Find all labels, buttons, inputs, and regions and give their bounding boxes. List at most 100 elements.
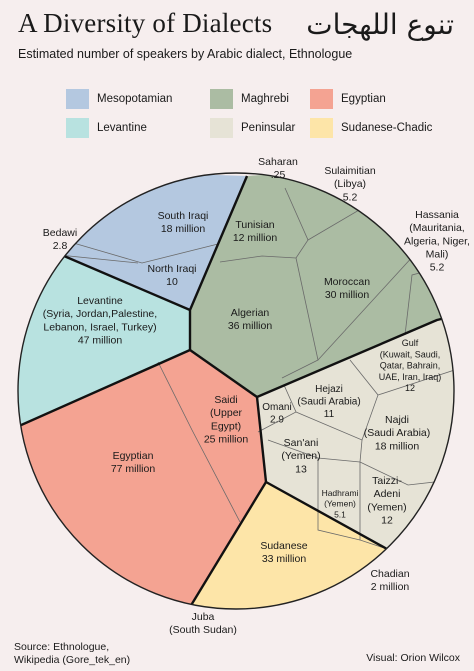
label-line: (Yemen) (281, 450, 320, 462)
label-line: Najdi (385, 414, 409, 426)
label-line: 5.2 (343, 191, 358, 203)
label-algerian: Algerian 36 million (228, 307, 273, 332)
label-line: 33 million (262, 553, 307, 565)
label-line: 2.8 (53, 240, 68, 252)
legend-swatch (210, 89, 233, 109)
border-saidi (157, 361, 241, 523)
label-line: Algerian (231, 307, 270, 319)
label-line: 30 million (325, 289, 370, 301)
border-taizzi (359, 462, 388, 550)
border-maghreb-peninsular (256, 310, 454, 399)
legend-label: Egyptian (341, 93, 386, 105)
label-hadhrami: Hadhrami (Yemen) 5.1 (322, 488, 359, 519)
border-hejazi-2 (377, 364, 454, 396)
label-line: UAE, Iran, Iraq) (379, 372, 442, 382)
label-line: Sudanese (260, 540, 307, 552)
label-line: Chadian (370, 568, 409, 580)
label-line: (Saudi Arabia) (297, 397, 360, 408)
label-egyptian: Egyptian 77 million (111, 450, 156, 475)
label-line: (Saudi Arabia) (364, 427, 431, 439)
label-line: 18 million (161, 223, 206, 235)
label-line: 10 (166, 276, 178, 288)
label-line: (Yemen) (324, 499, 356, 509)
label-hejazi: Hejazi (Saudi Arabia) 11 (297, 384, 360, 420)
region-levantine (18, 250, 190, 430)
label-line: (Syria, Jordan,Palestine, (43, 308, 157, 320)
label-line: 2.9 (270, 415, 284, 426)
label-line: 13 (295, 463, 307, 475)
border-hadhrami (317, 458, 361, 541)
legend-item-peninsular: Peninsular (210, 118, 295, 138)
label-line: 47 million (78, 334, 123, 346)
label-line: 11 (324, 409, 335, 420)
border-hejazi (295, 359, 379, 441)
label-line: Qatar, Bahrain, (380, 361, 441, 371)
label-gulf: Gulf (Kuwait, Saudi, Qatar, Bahrain, UAE, I… (379, 338, 442, 393)
credit-note: Visual: Orion Wilcox (366, 652, 460, 664)
label-line: (Kuwait, Saudi, (380, 349, 441, 359)
source-line-1: Source: Ethnologue, (14, 641, 110, 653)
legend-swatch (310, 89, 333, 109)
label-line: Adeni (374, 488, 401, 500)
border-levant-egypt (18, 348, 191, 432)
label-line: Omani (262, 402, 291, 413)
label-line: .25 (271, 169, 286, 181)
legend-label: Mesopotamian (97, 93, 173, 105)
label-line: Hassania (415, 209, 459, 221)
label-line: Juba (192, 611, 215, 623)
label-hassania: Hassania (Mauritania, Algeria, Niger, Mali)… (404, 209, 470, 274)
border-chadian (386, 548, 441, 561)
label-line: (Yemen) (367, 501, 406, 513)
legend-swatch (66, 89, 89, 109)
label-line: Saidi (214, 394, 237, 406)
label-line: 36 million (228, 320, 273, 332)
label-line: 18 million (375, 440, 420, 452)
label-chadian: Chadian 2 million (370, 568, 409, 593)
page-title: A Diversity of Dialects (18, 8, 273, 38)
label-line: 2 million (371, 581, 410, 593)
label-north-iraqi: North Iraqi 10 (147, 263, 196, 288)
legend-item-maghrebi: Maghrebi (210, 89, 289, 109)
label-line: 5.1 (334, 509, 346, 519)
page-subtitle: Estimated number of speakers by Arabic d… (18, 47, 353, 61)
label-line: Tunisian (235, 219, 274, 231)
legend-label: Maghrebi (241, 93, 289, 105)
chart-outline (17, 172, 455, 610)
legend-item-egyptian: Egyptian (310, 89, 386, 109)
label-line: Lebanon, Israel, Turkey) (43, 321, 156, 333)
label-line: (South Sudan) (169, 624, 237, 636)
label-omani: Omani 2.9 (262, 402, 291, 426)
label-line: Algeria, Niger, (404, 235, 470, 247)
label-line: 12 million (233, 232, 278, 244)
legend-item-sudanese-chadic: Sudanese-Chadic (310, 118, 432, 138)
label-bedawi: Bedawi 2.8 (43, 227, 77, 252)
label-juba: Juba (South Sudan) (169, 611, 237, 636)
label-line: Mali) (426, 248, 449, 260)
label-line: South Iraqi (158, 210, 209, 222)
source-line-2: Wikipedia (Gore_tek_en) (14, 654, 131, 666)
label-line: 25 million (204, 433, 249, 445)
legend-swatch (210, 118, 233, 138)
label-line: San'ani (284, 437, 319, 449)
label-line: Taizzi- (372, 475, 402, 487)
label-line: Moroccan (324, 276, 370, 288)
label-line: 12 (405, 383, 415, 393)
label-line: (Mauritania, (409, 222, 464, 234)
legend-swatch (310, 118, 333, 138)
label-south-iraqi: South Iraqi 18 million (158, 210, 209, 235)
source-note: Source: Ethnologue, Wikipedia (Gore_tek_… (14, 641, 130, 667)
label-saidi: Saidi (Upper Egypt) 25 million (204, 394, 249, 445)
legend-item-levantine: Levantine (66, 118, 147, 138)
label-line: (Libya) (334, 178, 366, 190)
label-najdi: Najdi (Saudi Arabia) 18 million (364, 414, 431, 452)
border-egypt-peninsular (255, 396, 268, 483)
label-sudanese: Sudanese 33 million (260, 540, 307, 565)
label-line: Saharan (258, 156, 298, 168)
legend-label: Peninsular (241, 122, 296, 134)
label-line: Egypt) (211, 420, 241, 432)
label-levantine: Levantine (Syria, Jordan,Palestine, Lebano… (43, 295, 157, 346)
label-line: Sulaimitian (324, 165, 376, 177)
label-line: Egyptian (113, 450, 154, 462)
legend-swatch (66, 118, 89, 138)
